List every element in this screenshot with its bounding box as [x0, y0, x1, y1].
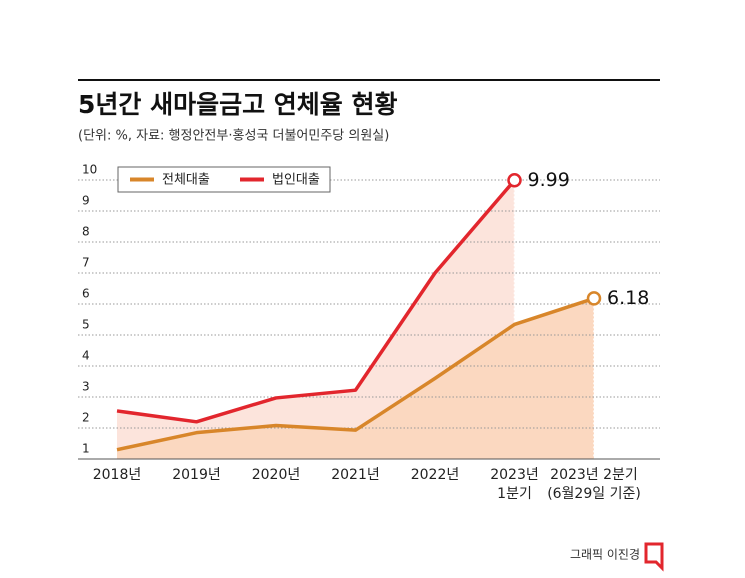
x-tick-label: 2021년 [331, 467, 380, 483]
legend-label: 전체대출 [162, 173, 210, 188]
x-tick-label: 2022년 [410, 467, 460, 483]
x-tick-label: 2018년 [92, 467, 142, 483]
y-tick-label: 10 [82, 163, 97, 177]
y-tick-label: 3 [82, 380, 90, 394]
value-label: 9.99 [528, 169, 570, 191]
logo [644, 542, 664, 572]
chart-title: 5년간 새마을금고 연체율 현황 [78, 90, 398, 119]
credit: 그래픽 이진경 [570, 548, 640, 562]
y-tick-label: 5 [82, 318, 90, 332]
y-tick-label: 4 [82, 349, 90, 363]
legend-label: 법인대출 [272, 173, 320, 188]
y-tick-label: 2 [82, 411, 90, 425]
y-tick-label: 1 [82, 442, 90, 456]
line [116, 296, 595, 452]
y-tick-label: 6 [82, 287, 90, 301]
area [117, 298, 594, 459]
legend: 전체대출 법인대출 [117, 166, 331, 193]
x-tick-label: 2019년 [172, 467, 221, 483]
end-point [586, 291, 602, 306]
y-tick-label: 7 [82, 256, 90, 270]
y-tick-label: 9 [82, 194, 90, 208]
lines [116, 173, 602, 452]
grid [78, 179, 660, 460]
x-tick-label: 2023년 2분기 (6월29일 기준) [547, 467, 641, 502]
end-point [507, 173, 522, 188]
y-tick-label: 8 [82, 225, 90, 239]
x-tick-label: 2020년 [251, 467, 301, 483]
value-label: 6.18 [607, 287, 649, 309]
areas [117, 180, 595, 459]
x-tick-label: 2023년 1분기 [490, 467, 539, 502]
line [116, 179, 516, 424]
chart-subtitle: (단위: %, 자료: 행정안전부·홍성국 더불어민주당 의원실) [78, 128, 389, 144]
